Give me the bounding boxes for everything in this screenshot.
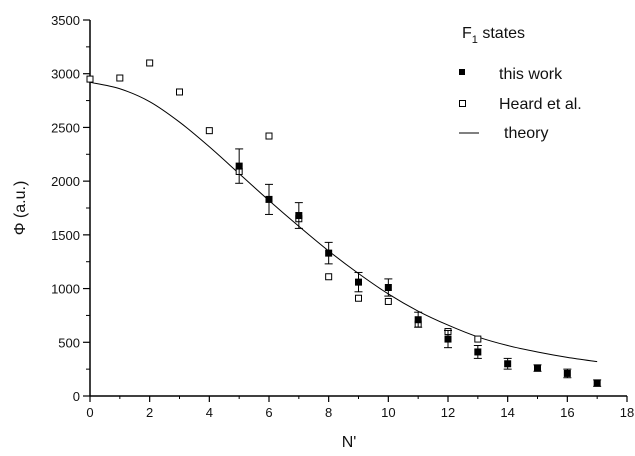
legend: F1 states this work Heard et al. theory [459, 25, 582, 142]
ticks: 0 2 4 6 8 10 12 14 16 18 0 500 1000 1500 2000 2500 3000 3… [51, 13, 634, 420]
this-work-point [534, 364, 541, 372]
x-tick-label: 2 [146, 405, 153, 420]
legend-title-main: F [462, 25, 472, 42]
y-tick-label: 2000 [51, 174, 80, 189]
heard-point [116, 74, 124, 82]
y-tick-label: 1500 [51, 228, 80, 243]
this-work-point [235, 162, 243, 170]
this-work-point [563, 369, 571, 377]
this-work-point [295, 212, 303, 220]
y-tick-label: 2500 [51, 120, 80, 135]
legend-marker-heard [459, 100, 466, 107]
this-work-series [235, 148, 602, 387]
heard-point [384, 297, 392, 305]
y-tick-label: 3500 [51, 13, 80, 28]
x-tick-label: 16 [560, 405, 574, 420]
this-work-point [355, 278, 362, 286]
x-axis-label: N' [342, 434, 357, 451]
theory-line [89, 81, 598, 363]
this-work-point [414, 316, 422, 324]
heard-point [474, 335, 482, 343]
legend-label-theory: theory [504, 125, 548, 142]
x-tick-label: 14 [500, 405, 514, 420]
legend-title: F1 states [462, 25, 525, 46]
this-work-point [384, 283, 392, 291]
theory-series [89, 81, 598, 363]
this-work-point [474, 348, 482, 356]
this-work-point [444, 335, 452, 343]
heard-point [176, 88, 183, 96]
x-tick-label: 0 [86, 405, 93, 420]
x-tick-label: 6 [265, 405, 272, 420]
heard-point [86, 75, 94, 83]
this-work-point [325, 249, 333, 257]
legend-marker-this-work [459, 69, 465, 75]
y-tick-label: 0 [73, 389, 80, 404]
y-tick-label: 500 [58, 335, 80, 350]
legend-label-this-work: this work [499, 66, 563, 83]
this-work-point [504, 360, 512, 368]
legend-label-heard: Heard et al. [499, 96, 582, 113]
this-work-point [265, 195, 273, 203]
heard-point [355, 294, 362, 302]
legend-title-rest: states [478, 25, 525, 42]
y-axis-label: Φ (a.u.) [12, 181, 29, 236]
y-tick-label: 1000 [51, 282, 80, 297]
heard-point [146, 59, 154, 67]
x-tick-label: 12 [441, 405, 455, 420]
x-tick-label: 10 [381, 405, 395, 420]
this-work-point [593, 379, 601, 387]
x-tick-label: 4 [206, 405, 213, 420]
x-tick-label: 8 [325, 405, 332, 420]
y-tick-label: 3000 [51, 67, 80, 82]
heard-series [86, 59, 482, 343]
heard-point [265, 132, 273, 140]
heard-point [205, 127, 213, 135]
legend-title-sub: 1 [472, 34, 478, 46]
heard-point [325, 273, 333, 281]
x-tick-label: 18 [620, 405, 634, 420]
